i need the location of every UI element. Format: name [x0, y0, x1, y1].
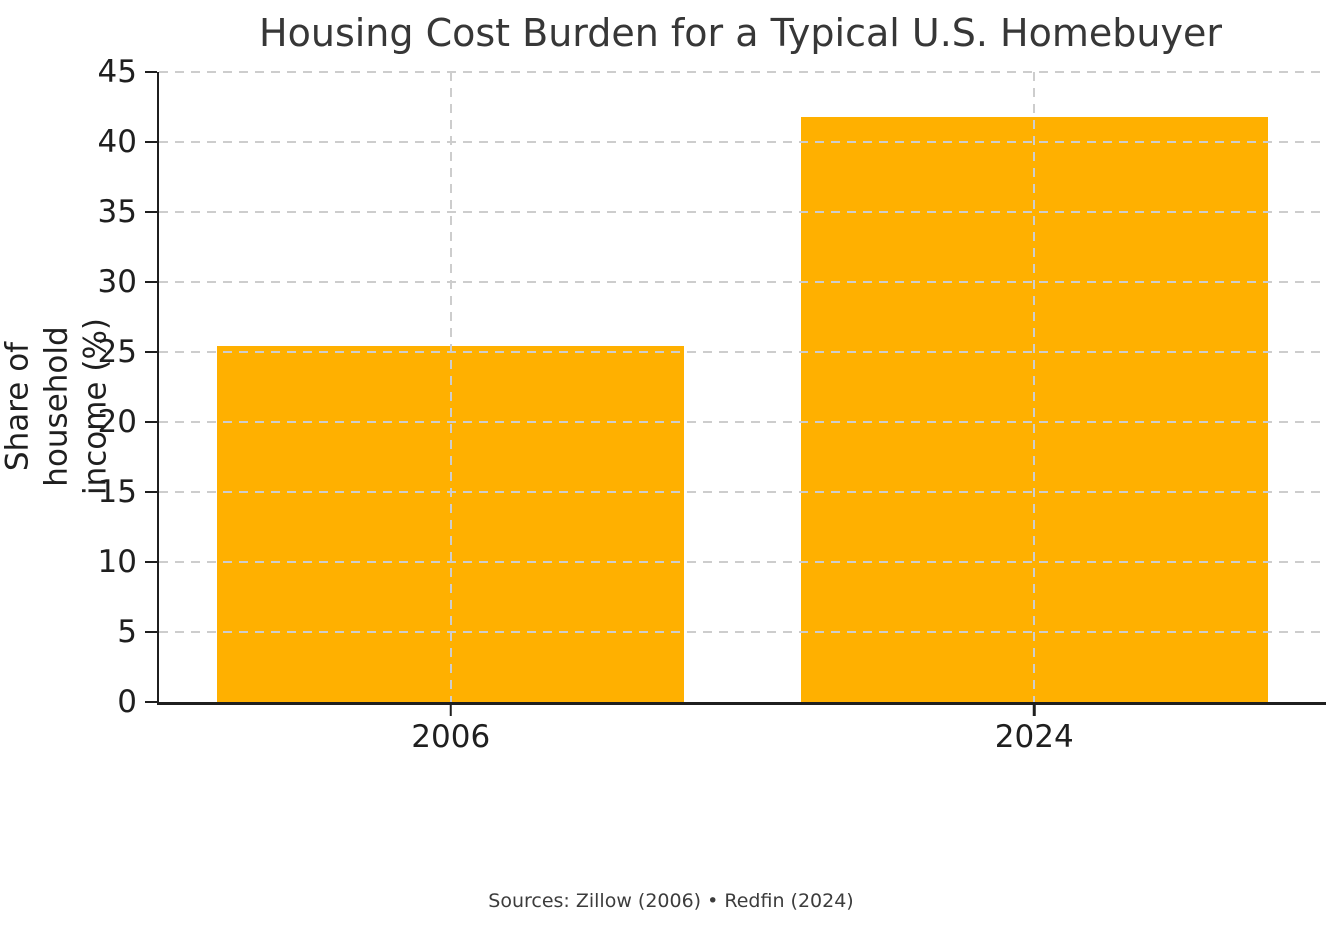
gridline-y-25: [159, 351, 1326, 353]
gridline-y-10: [159, 561, 1326, 564]
x-tick-2006: [449, 705, 452, 716]
plot-area: 0 5 10 15 20 25 30 35 40 45 2006 2024: [98, 54, 1326, 755]
y-tick-label-45: 45: [97, 54, 137, 90]
gridline-x-2006: [449, 72, 452, 702]
y-tick-label-5: 5: [117, 614, 137, 651]
gridline-y-35: [159, 211, 1326, 213]
source-caption: Sources: Zillow (2006) • Redfin (2024): [488, 890, 854, 912]
y-tick-10: [144, 560, 157, 564]
y-tick-label-10: 10: [97, 544, 137, 581]
y-tick-35: [144, 210, 157, 214]
gridline-y-20: [159, 421, 1326, 424]
y-tick-label-25: 25: [97, 334, 137, 370]
gridline-y-45: [159, 71, 1326, 73]
y-tick-0: [144, 700, 157, 704]
y-tick-5: [144, 630, 157, 634]
y-tick-label-35: 35: [97, 194, 137, 230]
y-tick-label-30: 30: [97, 264, 137, 300]
y-tick-label-40: 40: [97, 124, 137, 161]
gridline-y-15: [159, 491, 1326, 494]
y-tick-45: [144, 70, 157, 74]
gridline-y-5: [159, 631, 1326, 634]
y-axis-label-line1: Share of household: [0, 326, 75, 487]
x-tick-label-2024: 2024: [994, 719, 1074, 755]
gridline-x-2024: [1033, 72, 1036, 702]
chart-title: Housing Cost Burden for a Typical U.S. H…: [259, 11, 1222, 55]
y-tick-label-15: 15: [97, 474, 137, 510]
y-tick-20: [144, 420, 157, 424]
y-tick-label-20: 20: [97, 404, 137, 441]
y-tick-25: [144, 350, 157, 354]
y-tick-30: [144, 280, 157, 284]
y-tick-40: [144, 140, 157, 144]
y-tick-15: [144, 490, 157, 494]
y-tick-label-0: 0: [117, 684, 137, 720]
gridline-y-40: [159, 141, 1326, 144]
gridline-y-30: [159, 281, 1326, 284]
x-tick-2024: [1033, 705, 1036, 716]
x-tick-label-2006: 2006: [411, 719, 491, 755]
